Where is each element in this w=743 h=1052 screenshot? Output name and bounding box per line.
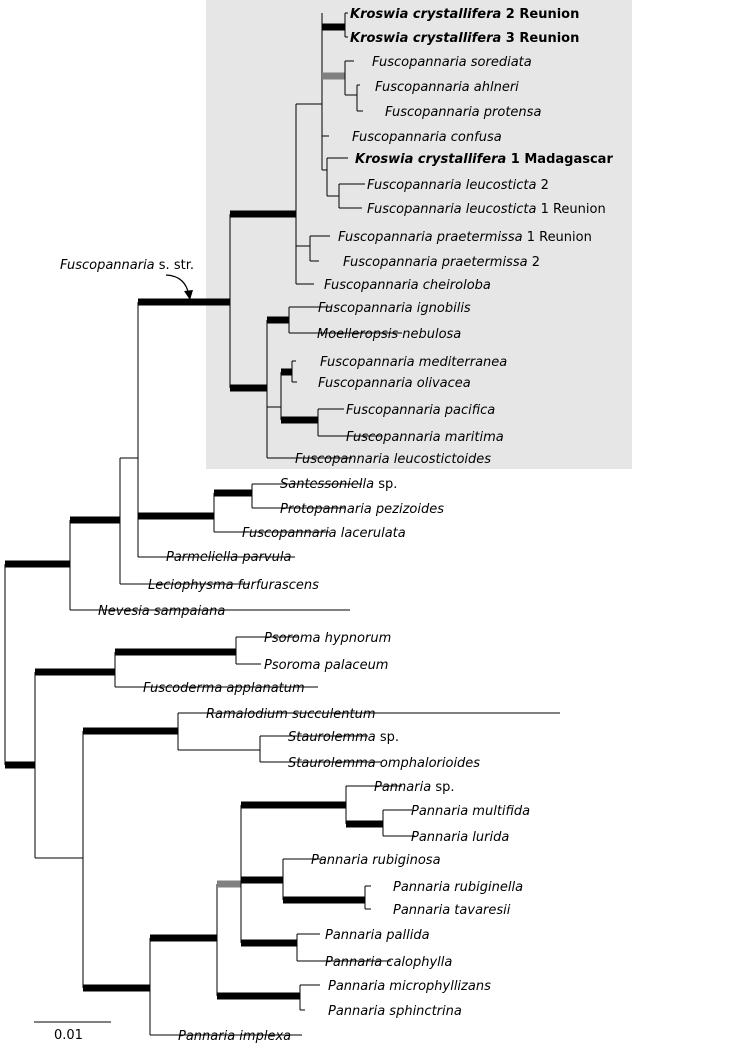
taxon-label: Nevesia sampaiana [98, 604, 225, 619]
scale-bar-label: 0.01 [54, 1028, 83, 1043]
scale-bar: 0.01 [34, 1021, 111, 1043]
taxon-label: Kroswia crystallifera 1 Madagascar [355, 152, 613, 167]
taxon-label: Pannaria sphinctrina [328, 1004, 462, 1019]
annotation-arrowhead [184, 290, 193, 300]
taxon-label: Fuscopannaria sorediata [372, 55, 532, 70]
taxon-label: Fuscopannaria confusa [352, 130, 502, 145]
taxon-label: Fuscopannaria ignobilis [318, 301, 471, 316]
taxon-label: Fuscopannaria olivacea [318, 376, 471, 391]
taxon-label: Santessoniella sp. [280, 477, 397, 492]
taxon-label: Pannaria pallida [325, 928, 430, 943]
taxon-label: Fuscopannaria praetermissa 2 [343, 255, 540, 270]
taxon-label: Pannaria multifida [411, 804, 530, 819]
taxon-label: Psoroma palaceum [264, 658, 388, 673]
taxon-label: Ramalodium succulentum [206, 707, 376, 722]
taxon-labels: Kroswia crystallifera 2 Reunion Kroswia c… [98, 7, 613, 1044]
taxon-label: Psoroma hypnorum [264, 631, 391, 646]
taxon-label: Fuscopannaria praetermissa 1 Reunion [338, 230, 592, 245]
annotation-label: Fuscopannaria s. str. [60, 258, 194, 273]
taxon-label: Fuscopannaria pacifica [346, 403, 495, 418]
taxon-label: Fuscopannaria leucostictoides [295, 452, 491, 467]
taxon-label: Fuscopannaria mediterranea [320, 355, 507, 370]
taxon-label: Parmeliella parvula [166, 550, 291, 565]
taxon-label: Moelleropsis nebulosa [317, 327, 461, 342]
taxon-label: Pannaria rubiginella [393, 880, 523, 895]
taxon-label: Pannaria calophylla [325, 955, 452, 970]
taxon-label: Pannaria tavaresii [393, 903, 511, 918]
taxon-label: Fuscopannaria ahlneri [375, 80, 519, 95]
taxon-label: Pannaria implexa [178, 1029, 291, 1044]
taxon-label: Pannaria rubiginosa [311, 853, 441, 868]
taxon-label: Fuscopannaria lacerulata [242, 526, 406, 541]
taxon-label: Pannaria sp. [374, 780, 454, 795]
taxon-label: Staurolemma sp. [288, 730, 399, 745]
taxon-label: Pannaria microphyllizans [328, 979, 491, 994]
taxon-label: Fuscopannaria cheiroloba [324, 278, 491, 293]
taxon-label: Protopannaria pezizoides [280, 502, 444, 517]
tree-branches [4, 12, 560, 1036]
taxon-label: Kroswia crystallifera 2 Reunion [350, 7, 579, 22]
fuscopannaria-highlight-box [206, 0, 632, 469]
fuscopannaria-annotation: Fuscopannaria s. str. [60, 258, 194, 300]
taxon-label: Staurolemma omphalorioides [288, 756, 480, 771]
taxon-label: Leciophysma furfurascens [148, 578, 319, 593]
taxon-label: Fuscopannaria protensa [385, 105, 541, 120]
taxon-label: Kroswia crystallifera 3 Reunion [350, 31, 579, 46]
taxon-label: Fuscopannaria leucosticta 1 Reunion [367, 202, 606, 217]
taxon-label: Fuscoderma applanatum [143, 681, 305, 696]
taxon-label: Fuscopannaria leucosticta 2 [367, 178, 549, 193]
taxon-label: Pannaria lurida [411, 830, 509, 845]
taxon-label: Fuscopannaria maritima [346, 430, 504, 445]
